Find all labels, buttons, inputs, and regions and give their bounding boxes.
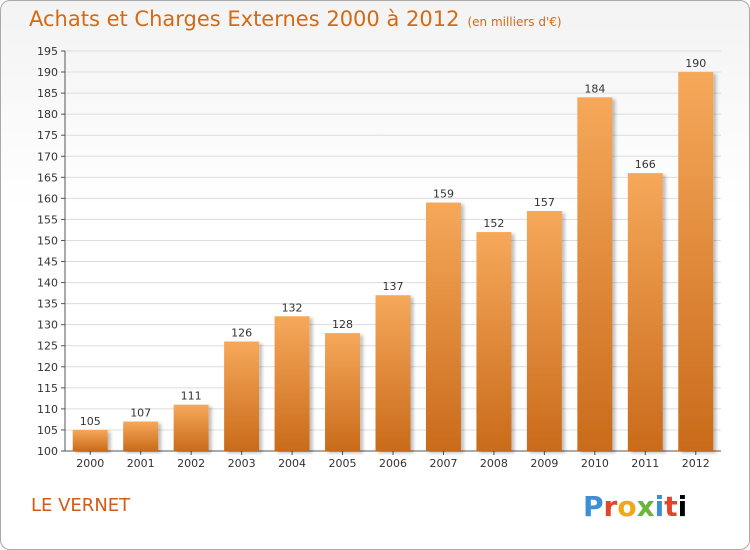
value-label-2010: 184	[584, 82, 605, 95]
y-tick-label: 130	[37, 319, 58, 332]
y-tick-label: 135	[37, 298, 58, 311]
x-tick-label-2006: 2006	[379, 457, 407, 470]
chart-unit: (en milliers d'€)	[467, 15, 562, 29]
bar-2012	[678, 72, 714, 451]
x-tick-label-2009: 2009	[530, 457, 558, 470]
bar-2000	[72, 429, 108, 451]
value-label-2001: 107	[130, 407, 151, 420]
value-label-2007: 159	[433, 188, 454, 201]
value-label-2012: 190	[685, 57, 706, 70]
y-tick-label: 175	[37, 129, 58, 142]
y-tick-label: 180	[37, 108, 58, 121]
axis-layer: 100 105 110 115 120 125 130 135 140 145 150 155 160 1…	[37, 45, 721, 470]
bar-2011	[627, 173, 663, 451]
y-tick-label: 170	[37, 150, 58, 163]
x-tick-label-2001: 2001	[127, 457, 155, 470]
x-tick-label-2012: 2012	[682, 457, 710, 470]
y-tick-label: 140	[37, 277, 58, 290]
y-tick-label: 185	[37, 87, 58, 100]
bar-2008	[476, 232, 512, 451]
bar-2007	[425, 202, 461, 451]
y-tick-label: 110	[37, 403, 58, 416]
bar-2002	[173, 404, 209, 451]
value-label-2006: 137	[383, 280, 404, 293]
bar-2004	[274, 316, 310, 451]
location-label: LE VERNET	[31, 495, 131, 516]
y-tick-label: 100	[37, 445, 58, 458]
x-tick-label-2003: 2003	[228, 457, 256, 470]
bar-2005	[325, 333, 361, 451]
value-label-2004: 132	[282, 301, 303, 314]
y-tick-label: 120	[37, 361, 58, 374]
bar-2010	[577, 97, 613, 451]
y-tick-label: 150	[37, 234, 58, 247]
x-tick-label-2011: 2011	[631, 457, 659, 470]
x-tick-label-2004: 2004	[278, 457, 306, 470]
y-tick-label: 195	[37, 45, 58, 58]
value-label-2009: 157	[534, 196, 555, 209]
value-label-2008: 152	[483, 217, 504, 230]
bar-layer	[72, 72, 714, 451]
bar-2001	[123, 421, 159, 451]
chart-title-text: Achats et Charges Externes 2000 à 2012	[29, 7, 460, 31]
bar-2009	[526, 211, 562, 451]
value-label-2000: 105	[80, 415, 101, 428]
label-layer: 105 107 111 126 132 128 137 159 152 157 184 166 190	[80, 57, 707, 428]
y-tick-label: 190	[37, 66, 58, 79]
value-label-2005: 128	[332, 318, 353, 331]
proxiti-logo: Proxiti	[583, 490, 688, 523]
bar-2006	[375, 295, 411, 451]
y-tick-label: 160	[37, 192, 58, 205]
y-tick-label: 145	[37, 256, 58, 269]
x-tick-label-2008: 2008	[480, 457, 508, 470]
y-tick-label: 155	[37, 213, 58, 226]
value-label-2011: 166	[635, 158, 656, 171]
y-tick-label: 105	[37, 424, 58, 437]
x-tick-label-2007: 2007	[429, 457, 457, 470]
y-tick-label: 165	[37, 171, 58, 184]
y-tick-label: 125	[37, 340, 58, 353]
x-tick-label-2002: 2002	[177, 457, 205, 470]
value-label-2002: 111	[181, 390, 202, 403]
x-tick-label-2000: 2000	[76, 457, 104, 470]
x-tick-label-2010: 2010	[581, 457, 609, 470]
chart-title: Achats et Charges Externes 2000 à 2012 (e…	[29, 7, 562, 31]
y-tick-label: 115	[37, 382, 58, 395]
x-tick-label-2005: 2005	[329, 457, 357, 470]
value-label-2003: 126	[231, 327, 252, 340]
bar-2003	[224, 341, 260, 451]
